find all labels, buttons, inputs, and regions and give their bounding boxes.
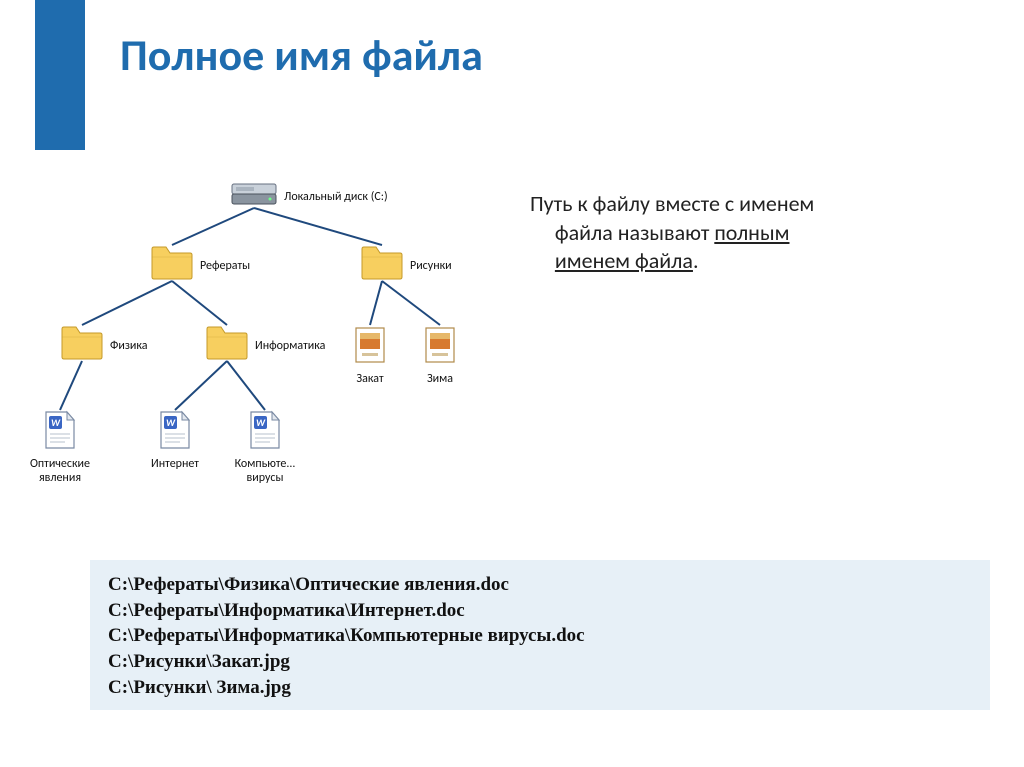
desc-line1: Путь к файлу вместе с именем	[530, 190, 814, 217]
tree-node-fizika: Физика	[60, 325, 148, 366]
tree-node-root: Локальный диск (С:)	[230, 180, 388, 213]
file-path-line: C:\Рефераты\Физика\Оптические явления.do…	[108, 572, 972, 598]
file-paths-box: C:\Рефераты\Физика\Оптические явления.do…	[90, 560, 990, 710]
tree-node-label: Локальный диск (С:)	[284, 190, 388, 204]
tree-node-opticheskie: W Оптические явления	[20, 410, 100, 485]
file-path-line: C:\Рефераты\Информатика\Компьютерные вир…	[108, 623, 972, 649]
folder-icon	[205, 325, 249, 366]
tree-node-label: Интернет	[151, 457, 199, 471]
tree-node-kompyuter: W Компьюте... вирусы	[225, 410, 305, 485]
svg-text:W: W	[51, 416, 61, 429]
tree-node-label: Компьюте... вирусы	[225, 457, 305, 485]
tree-node-zakat: Закат	[330, 325, 410, 386]
folder-icon	[60, 325, 104, 366]
page-title: Полное имя файла	[120, 28, 483, 82]
tree-node-label: Рисунки	[410, 259, 452, 273]
svg-text:W: W	[166, 416, 176, 429]
tree-node-risunki: Рисунки	[360, 245, 452, 286]
tree-node-label: Рефераты	[200, 259, 250, 273]
file-path-line: C:\Рисунки\Закат.jpg	[108, 649, 972, 675]
desc-line2: файла называют	[555, 219, 714, 246]
tree-node-label: Оптические явления	[20, 457, 100, 485]
tree-node-label: Информатика	[255, 339, 325, 353]
desc-period: .	[693, 247, 699, 274]
desc-underline1: полным	[714, 219, 789, 246]
folder-icon	[360, 245, 404, 286]
file-path-line: C:\Рефераты\Информатика\Интернет.doc	[108, 598, 972, 624]
tree-node-internet: W Интернет	[135, 410, 215, 471]
image-icon	[353, 325, 387, 370]
file-tree-diagram: Локальный диск (С:) Рефераты Рисунки Физ…	[0, 170, 500, 520]
tree-node-referaty: Рефераты	[150, 245, 250, 286]
tree-node-label: Закат	[356, 372, 383, 386]
doc-icon: W	[43, 410, 77, 455]
tree-node-informatika: Информатика	[205, 325, 325, 366]
doc-icon: W	[248, 410, 282, 455]
file-path-line: C:\Рисунки\ Зима.jpg	[108, 675, 972, 701]
tree-node-label: Физика	[110, 339, 148, 353]
image-icon	[423, 325, 457, 370]
svg-text:W: W	[256, 416, 266, 429]
tree-node-zima: Зима	[400, 325, 480, 386]
desc-underline2: именем файла	[555, 247, 693, 274]
drive-icon	[230, 180, 278, 213]
tree-node-label: Зима	[427, 372, 453, 386]
accent-bar	[35, 0, 85, 150]
description-text: Путь к файлу вместе с именем файла назыв…	[530, 190, 970, 276]
folder-icon	[150, 245, 194, 286]
doc-icon: W	[158, 410, 192, 455]
